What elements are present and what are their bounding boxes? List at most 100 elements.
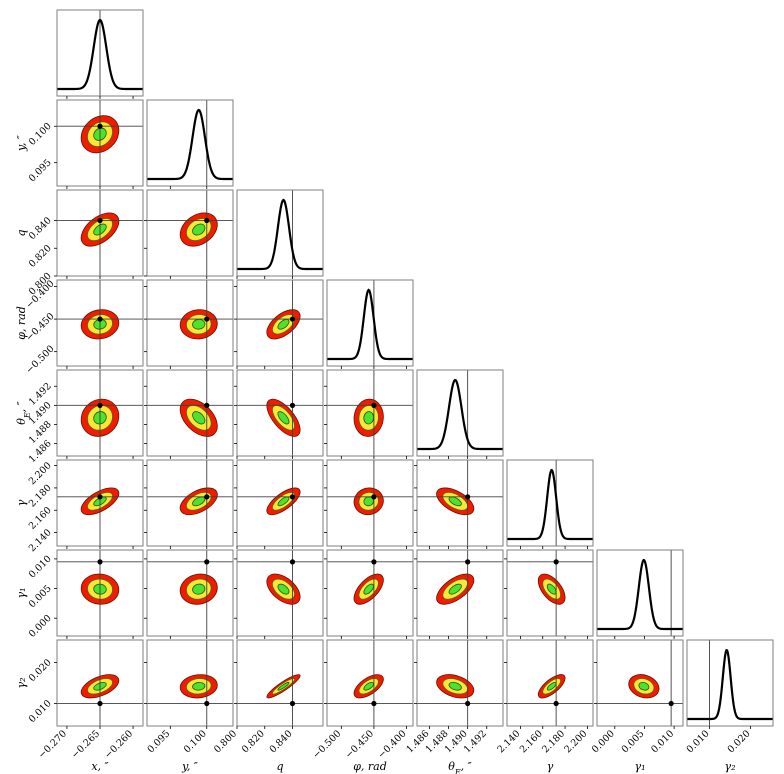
one-sigma-contour <box>546 583 557 595</box>
x-axis-label: θE, ″ <box>448 760 472 774</box>
x-tick-label: 2.200 <box>563 728 590 755</box>
truth-point <box>97 402 103 408</box>
x-axis-label: γ₂ <box>725 760 736 773</box>
truth-point <box>465 700 471 707</box>
y-tick-label: 0.840 <box>27 215 54 242</box>
x-tick-label: 2.180 <box>540 728 567 755</box>
y-tick-label: 0.005 <box>27 583 54 610</box>
truth-point <box>204 700 210 707</box>
panel-y-vs-y <box>146 99 234 189</box>
panel-frame <box>596 639 684 727</box>
truth-point <box>371 494 377 500</box>
one-sigma-contour <box>277 496 290 507</box>
marginal-pdf-gam2 <box>687 648 773 721</box>
panel-gam1-vs-gam1 <box>596 549 684 639</box>
one-sigma-contour <box>363 681 374 691</box>
y-tick-label: 0.010 <box>27 698 54 725</box>
panel-frame <box>326 279 414 367</box>
truth-point <box>371 402 377 408</box>
x-tick-label: 0.095 <box>145 728 172 755</box>
y-tick-label: 2.200 <box>27 460 54 487</box>
one-sigma-contour <box>192 583 206 595</box>
x-tick-label: 0.820 <box>240 728 267 755</box>
truth-point <box>97 123 103 129</box>
y-axis-label: γ₂ <box>15 678 28 689</box>
truth-point <box>553 700 559 707</box>
truth-point <box>289 494 296 500</box>
panel-frame <box>236 549 324 637</box>
x-tick-label: 0.000 <box>590 728 617 755</box>
truth-point <box>204 559 210 565</box>
panel-gam1-vs-thE <box>414 549 504 639</box>
panel-frame <box>236 459 324 547</box>
panel-frame <box>686 639 774 727</box>
panel-q-vs-x <box>54 189 144 279</box>
panel-phi-vs-y <box>144 279 234 369</box>
panel-frame <box>326 369 414 457</box>
x-tick-label: −0.450 <box>343 728 376 761</box>
one-sigma-contour <box>277 319 290 330</box>
panel-phi-vs-phi <box>326 279 414 369</box>
marginal-pdf-y <box>147 108 233 181</box>
truth-point <box>204 316 210 322</box>
one-sigma-contour <box>277 681 290 691</box>
panel-frame <box>506 549 594 637</box>
marginal-pdf-gam1 <box>597 558 683 631</box>
panel-frame <box>416 459 504 547</box>
marginal-pdf-phi <box>327 288 413 361</box>
marginal-pdf-q <box>237 198 323 271</box>
x-axis-label: x, ″ <box>91 760 109 773</box>
x-axis-label: γ <box>547 760 554 773</box>
x-tick-label: 0.800 <box>212 728 239 755</box>
panel-gam1-vs-y <box>144 549 234 639</box>
y-tick-label: 0.820 <box>27 243 54 270</box>
panel-frame <box>146 549 234 637</box>
y-axis-label: y, ″ <box>15 134 28 152</box>
one-sigma-contour <box>448 681 462 691</box>
truth-point <box>97 217 103 224</box>
x-tick-label: −0.400 <box>376 728 409 761</box>
truth-point <box>668 700 674 707</box>
panel-frame <box>506 459 594 547</box>
truth-point <box>289 402 296 408</box>
panel-frame <box>326 549 414 637</box>
panel-frame <box>146 279 234 367</box>
y-tick-label: −0.500 <box>24 343 57 376</box>
panel-frame <box>146 639 234 727</box>
x-axis-label: q <box>276 760 283 773</box>
x-tick-label: 0.005 <box>620 728 647 755</box>
x-tick-label: 0.010 <box>649 728 676 755</box>
marginal-pdf-x <box>57 18 143 91</box>
panel-gam2-vs-gam1 <box>594 639 684 729</box>
panel-q-vs-q <box>236 189 324 279</box>
truth-point <box>553 559 559 565</box>
panel-phi-vs-x <box>54 279 144 369</box>
one-sigma-contour <box>448 583 462 595</box>
truth-point <box>289 700 296 707</box>
x-tick-label: −0.270 <box>36 728 69 761</box>
panel-frame <box>236 189 324 277</box>
panel-frame <box>146 369 234 457</box>
panel-q-vs-y <box>144 189 234 279</box>
x-axis-label: γ₁ <box>635 760 646 773</box>
x-tick-label: 0.840 <box>268 728 295 755</box>
truth-point <box>371 559 377 565</box>
panel-gam-vs-thE <box>414 459 504 549</box>
truth-point <box>204 402 210 408</box>
panel-gam-vs-x <box>54 459 144 549</box>
panel-gam2-vs-gam2 <box>686 639 774 729</box>
panel-frame <box>326 639 414 727</box>
one-sigma-contour <box>277 411 290 425</box>
panel-frame <box>596 549 684 637</box>
marginal-pdf-thE <box>417 378 503 451</box>
